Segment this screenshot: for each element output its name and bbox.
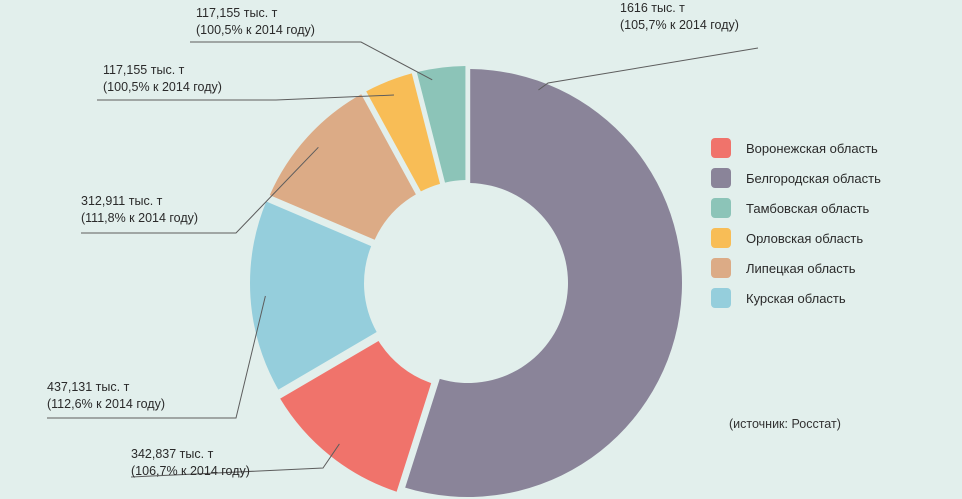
- slice-1: [405, 69, 682, 498]
- slice-change-label: (112,6% к 2014 году): [47, 397, 165, 411]
- slice-value-label: 312,911 тыс. т: [81, 194, 163, 208]
- legend-item: Липецкая область: [711, 258, 881, 278]
- legend-item: Белгородская область: [711, 168, 881, 188]
- leader-line-4: [81, 146, 319, 234]
- legend-item: Воронежская область: [711, 138, 881, 158]
- slice-label-4: 312,911 тыс. т (111,8% к 2014 году): [81, 193, 198, 227]
- slice-value-label: 342,837 тыс. т: [131, 447, 214, 461]
- legend-swatch: [711, 228, 731, 248]
- slice-value-label: 117,155 тыс. т: [196, 6, 278, 20]
- leader-line-1: [538, 47, 759, 91]
- slice-label-1: 1616 тыс. т (105,7% к 2014 году): [620, 0, 739, 34]
- legend-swatch: [711, 258, 731, 278]
- legend-swatch: [711, 288, 731, 308]
- legend-swatch: [711, 168, 731, 188]
- slice-change-label: (111,8% к 2014 году): [81, 211, 199, 225]
- slice-3: [250, 201, 377, 390]
- slice-2: [280, 340, 432, 492]
- legend-swatch: [711, 198, 731, 218]
- slice-change-label: (106,7% к 2014 году): [131, 464, 250, 478]
- slice-6: [416, 66, 466, 183]
- slice-change-label: (105,7% к 2014 году): [620, 18, 739, 32]
- leader-line-6: [190, 41, 433, 81]
- legend-item: Тамбовская область: [711, 198, 881, 218]
- legend-label: Липецкая область: [746, 260, 856, 276]
- source-note: (источник: Росстат): [729, 417, 841, 431]
- slice-4: [269, 94, 416, 240]
- slice-change-label: (100,5% к 2014 году): [196, 23, 315, 37]
- legend-item: Курская область: [711, 288, 881, 308]
- leader-line-3: [47, 295, 266, 419]
- legend-label: Белгородская область: [746, 170, 881, 186]
- slice-label-6: 117,155 тыс. т (100,5% к 2014 году): [196, 5, 315, 39]
- legend: Воронежская область Белгородская область Т…: [711, 138, 881, 318]
- slice-label-5: 117,155 тыс. т (100,5% к 2014 году): [103, 62, 222, 96]
- slice-value-label: 437,131 тыс. т: [47, 380, 130, 394]
- slice-5: [366, 73, 441, 192]
- leader-line-5: [97, 94, 394, 101]
- legend-item: Орловская область: [711, 228, 881, 248]
- leader-line-2: [130, 443, 340, 478]
- slice-change-label: (100,5% к 2014 году): [103, 80, 222, 94]
- slice-label-3: 437,131 тыс. т (112,6% к 2014 году): [47, 379, 165, 413]
- legend-label: Воронежская область: [746, 140, 878, 156]
- legend-label: Курская область: [746, 290, 846, 306]
- slice-label-2: 342,837 тыс. т (106,7% к 2014 году): [131, 446, 250, 480]
- legend-swatch: [711, 138, 731, 158]
- slice-value-label: 1616 тыс. т: [620, 1, 685, 15]
- legend-label: Орловская область: [746, 230, 864, 246]
- slice-value-label: 117,155 тыс. т: [103, 63, 185, 77]
- legend-label: Тамбовская область: [746, 200, 870, 216]
